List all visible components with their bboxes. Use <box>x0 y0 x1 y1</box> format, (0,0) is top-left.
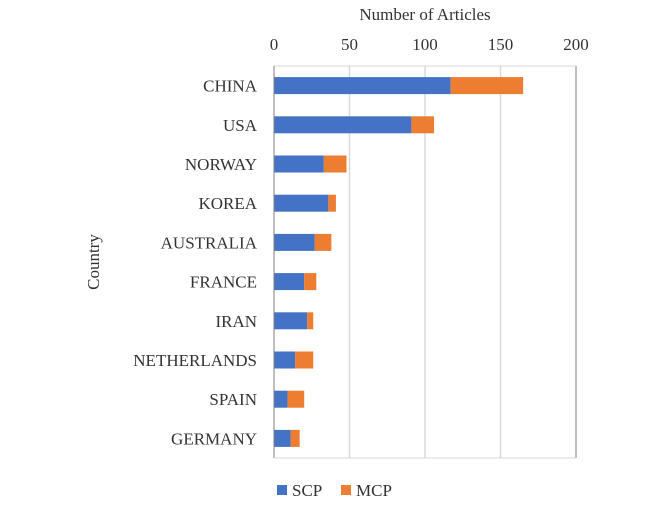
bar-scp-norway <box>274 155 324 173</box>
category-label: IRAN <box>215 312 257 331</box>
x-tick-label: 200 <box>563 35 589 54</box>
bar-scp-korea <box>274 194 329 212</box>
bar-mcp-usa <box>411 116 435 134</box>
bar-scp-usa <box>274 116 412 134</box>
bar-scp-germany <box>274 429 291 447</box>
category-label: SPAIN <box>209 390 257 409</box>
bar-mcp-australia <box>314 233 332 251</box>
bar-scp-france <box>274 273 305 291</box>
legend-swatch-scp <box>277 485 287 495</box>
bar-mcp-iran <box>307 312 314 330</box>
x-tick-label: 0 <box>270 35 279 54</box>
bar-scp-netherlands <box>274 351 296 369</box>
category-label: AUSTRALIA <box>161 233 258 252</box>
category-label: FRANCE <box>190 273 257 292</box>
category-label: CHINA <box>203 77 258 96</box>
bar-mcp-korea <box>328 194 336 212</box>
bar-scp-iran <box>274 312 308 330</box>
bar-mcp-spain <box>287 390 305 408</box>
category-label: USA <box>223 116 258 135</box>
category-label: NORWAY <box>185 155 257 174</box>
bar-mcp-germany <box>290 429 300 447</box>
y-axis-title: Country <box>84 234 103 290</box>
bar-scp-spain <box>274 390 288 408</box>
legend-label-scp: SCP <box>292 481 322 500</box>
category-label: NETHERLANDS <box>133 351 257 370</box>
legend-label-mcp: MCP <box>356 481 392 500</box>
x-tick-label: 50 <box>341 35 358 54</box>
legend-swatch-mcp <box>341 485 351 495</box>
bar-scp-china <box>274 77 451 95</box>
bar-scp-australia <box>274 233 315 251</box>
category-label: KOREA <box>198 194 257 213</box>
legend: SCP MCP <box>277 481 392 500</box>
category-labels: CHINA USA NORWAY KOREA AUSTRALIA FRANCE IRAN NE… <box>133 77 257 449</box>
x-tick-labels: 0 50 100 150 200 <box>270 35 589 54</box>
x-axis-title: Number of Articles <box>359 5 490 24</box>
bar-mcp-norway <box>323 155 347 173</box>
category-label: GERMANY <box>171 429 257 448</box>
bar-mcp-netherlands <box>295 351 314 369</box>
x-tick-label: 100 <box>412 35 438 54</box>
bar-mcp-china <box>450 77 524 95</box>
x-tick-label: 150 <box>488 35 514 54</box>
bar-mcp-france <box>304 273 317 291</box>
bars <box>274 77 524 447</box>
